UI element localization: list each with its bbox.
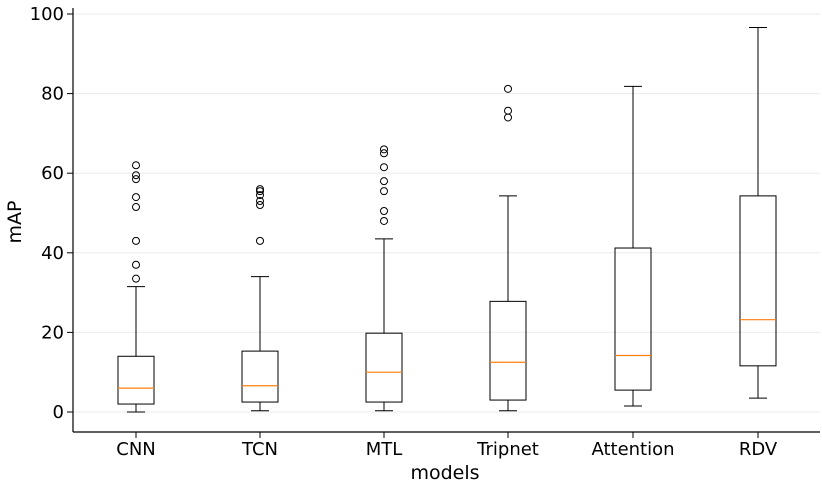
iqr-box	[739, 195, 777, 367]
box-rdv	[739, 27, 777, 399]
y-tick-label-60: 60	[41, 163, 64, 184]
outlier-point	[132, 161, 140, 170]
box-cnn	[117, 161, 155, 413]
y-axis-title: mAP	[4, 201, 26, 244]
outlier-point	[132, 171, 140, 180]
x-axis-title: models	[410, 462, 479, 484]
outlier-point	[380, 216, 388, 225]
iqr-box	[614, 247, 652, 391]
outlier-point	[380, 149, 388, 158]
boxes	[117, 27, 777, 413]
outlier-point	[132, 193, 140, 202]
iqr-box	[365, 332, 403, 403]
grid-lines	[73, 13, 820, 413]
outlier-point	[380, 207, 388, 216]
outlier-point	[380, 187, 388, 196]
outlier-point	[256, 201, 264, 210]
outlier-point	[132, 260, 140, 269]
outlier-point	[256, 191, 264, 200]
outlier-point	[504, 113, 512, 122]
outlier-point	[256, 236, 264, 245]
x-tick-label-tripnet: Tripnet	[476, 439, 539, 460]
x-tick-label-attention: Attention	[591, 439, 674, 460]
outlier-point	[504, 106, 512, 115]
box-tcn	[241, 185, 279, 412]
x-tick-label-rdv: RDV	[739, 439, 778, 460]
outlier-point	[256, 187, 264, 196]
outlier-point	[132, 203, 140, 212]
outlier-point	[132, 175, 140, 184]
x-tick-label-mtl: MTL	[366, 439, 403, 460]
y-tick-label-100: 100	[30, 4, 64, 25]
axes	[67, 8, 820, 438]
y-tick-label-0: 0	[53, 402, 64, 423]
outlier-point	[380, 163, 388, 172]
outlier-point	[132, 236, 140, 245]
y-tick-label-20: 20	[41, 322, 64, 343]
box-tripnet	[489, 84, 527, 412]
outlier-point	[380, 177, 388, 186]
box-attention	[614, 85, 652, 407]
iqr-box	[489, 300, 527, 401]
outlier-point	[256, 197, 264, 206]
outlier-point	[504, 84, 512, 93]
x-tick-label-tcn: TCN	[241, 439, 278, 460]
iqr-box	[117, 355, 155, 405]
tick-labels: 0 20 40 60 80 100 CNN TCN MTL Tripnet Attention RDV	[30, 4, 778, 460]
outlier-point	[132, 274, 140, 283]
y-tick-label-40: 40	[41, 243, 64, 264]
iqr-box	[241, 350, 279, 403]
outlier-point	[256, 185, 264, 194]
x-tick-label-cnn: CNN	[116, 439, 156, 460]
outlier-point	[380, 145, 388, 154]
box-mtl	[365, 145, 403, 412]
y-tick-label-80: 80	[41, 84, 64, 105]
